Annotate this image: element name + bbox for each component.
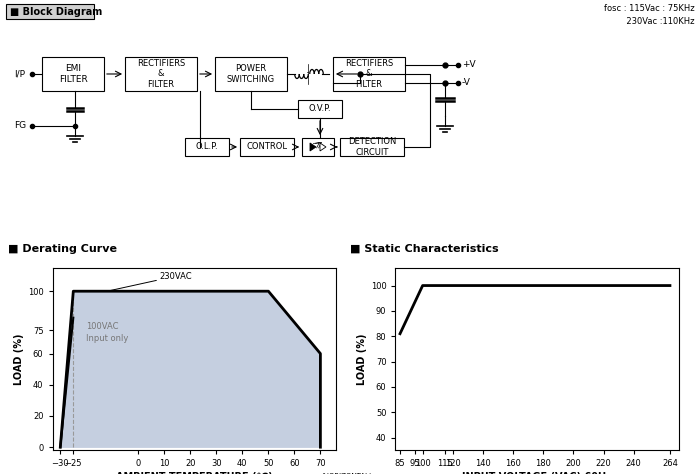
Text: 230VAC: 230VAC bbox=[107, 272, 192, 291]
Text: -V: -V bbox=[462, 79, 471, 88]
Text: CONTROL: CONTROL bbox=[246, 143, 288, 152]
Text: (HORIZONTAL): (HORIZONTAL) bbox=[322, 472, 372, 474]
Text: 100VAC
Input only: 100VAC Input only bbox=[86, 322, 129, 343]
Text: ■ Block Diagram: ■ Block Diagram bbox=[10, 7, 102, 17]
Text: O.L.P.: O.L.P. bbox=[196, 143, 218, 152]
Text: ■ Derating Curve: ■ Derating Curve bbox=[8, 244, 118, 254]
Text: +V: +V bbox=[462, 61, 475, 70]
Text: EMI
FILTER: EMI FILTER bbox=[59, 64, 88, 84]
Text: RECTIFIERS
&
FILTER: RECTIFIERS & FILTER bbox=[345, 59, 393, 89]
X-axis label: AMBIENT TEMPERATURE (℃): AMBIENT TEMPERATURE (℃) bbox=[116, 473, 272, 474]
Bar bbox=[125, 57, 197, 91]
Text: fosc : 115Vac : 75KHz
       230Vac :110KHz: fosc : 115Vac : 75KHz 230Vac :110KHz bbox=[604, 4, 695, 26]
Polygon shape bbox=[310, 143, 316, 151]
Text: FG: FG bbox=[14, 121, 26, 130]
Bar bbox=[333, 57, 405, 91]
X-axis label: INPUT VOLTAGE (VAC) 60Hz: INPUT VOLTAGE (VAC) 60Hz bbox=[463, 473, 612, 474]
Bar bbox=[298, 100, 342, 118]
Bar bbox=[302, 138, 334, 156]
Bar bbox=[6, 4, 94, 19]
Bar bbox=[340, 138, 404, 156]
Bar bbox=[240, 138, 294, 156]
Text: DETECTION
CIRCUIT: DETECTION CIRCUIT bbox=[348, 137, 396, 157]
Text: POWER
SWITCHING: POWER SWITCHING bbox=[227, 64, 275, 84]
Bar bbox=[215, 57, 287, 91]
Polygon shape bbox=[320, 143, 326, 151]
Text: RECTIFIERS
&
FILTER: RECTIFIERS & FILTER bbox=[137, 59, 185, 89]
Bar bbox=[42, 57, 104, 91]
Text: ■ Static Characteristics: ■ Static Characteristics bbox=[350, 244, 498, 254]
Text: I/P: I/P bbox=[14, 70, 25, 79]
Polygon shape bbox=[60, 291, 321, 447]
Y-axis label: LOAD (%): LOAD (%) bbox=[356, 333, 367, 385]
Text: O.V.P.: O.V.P. bbox=[309, 104, 331, 113]
Bar bbox=[185, 138, 229, 156]
Y-axis label: LOAD (%): LOAD (%) bbox=[13, 333, 24, 385]
